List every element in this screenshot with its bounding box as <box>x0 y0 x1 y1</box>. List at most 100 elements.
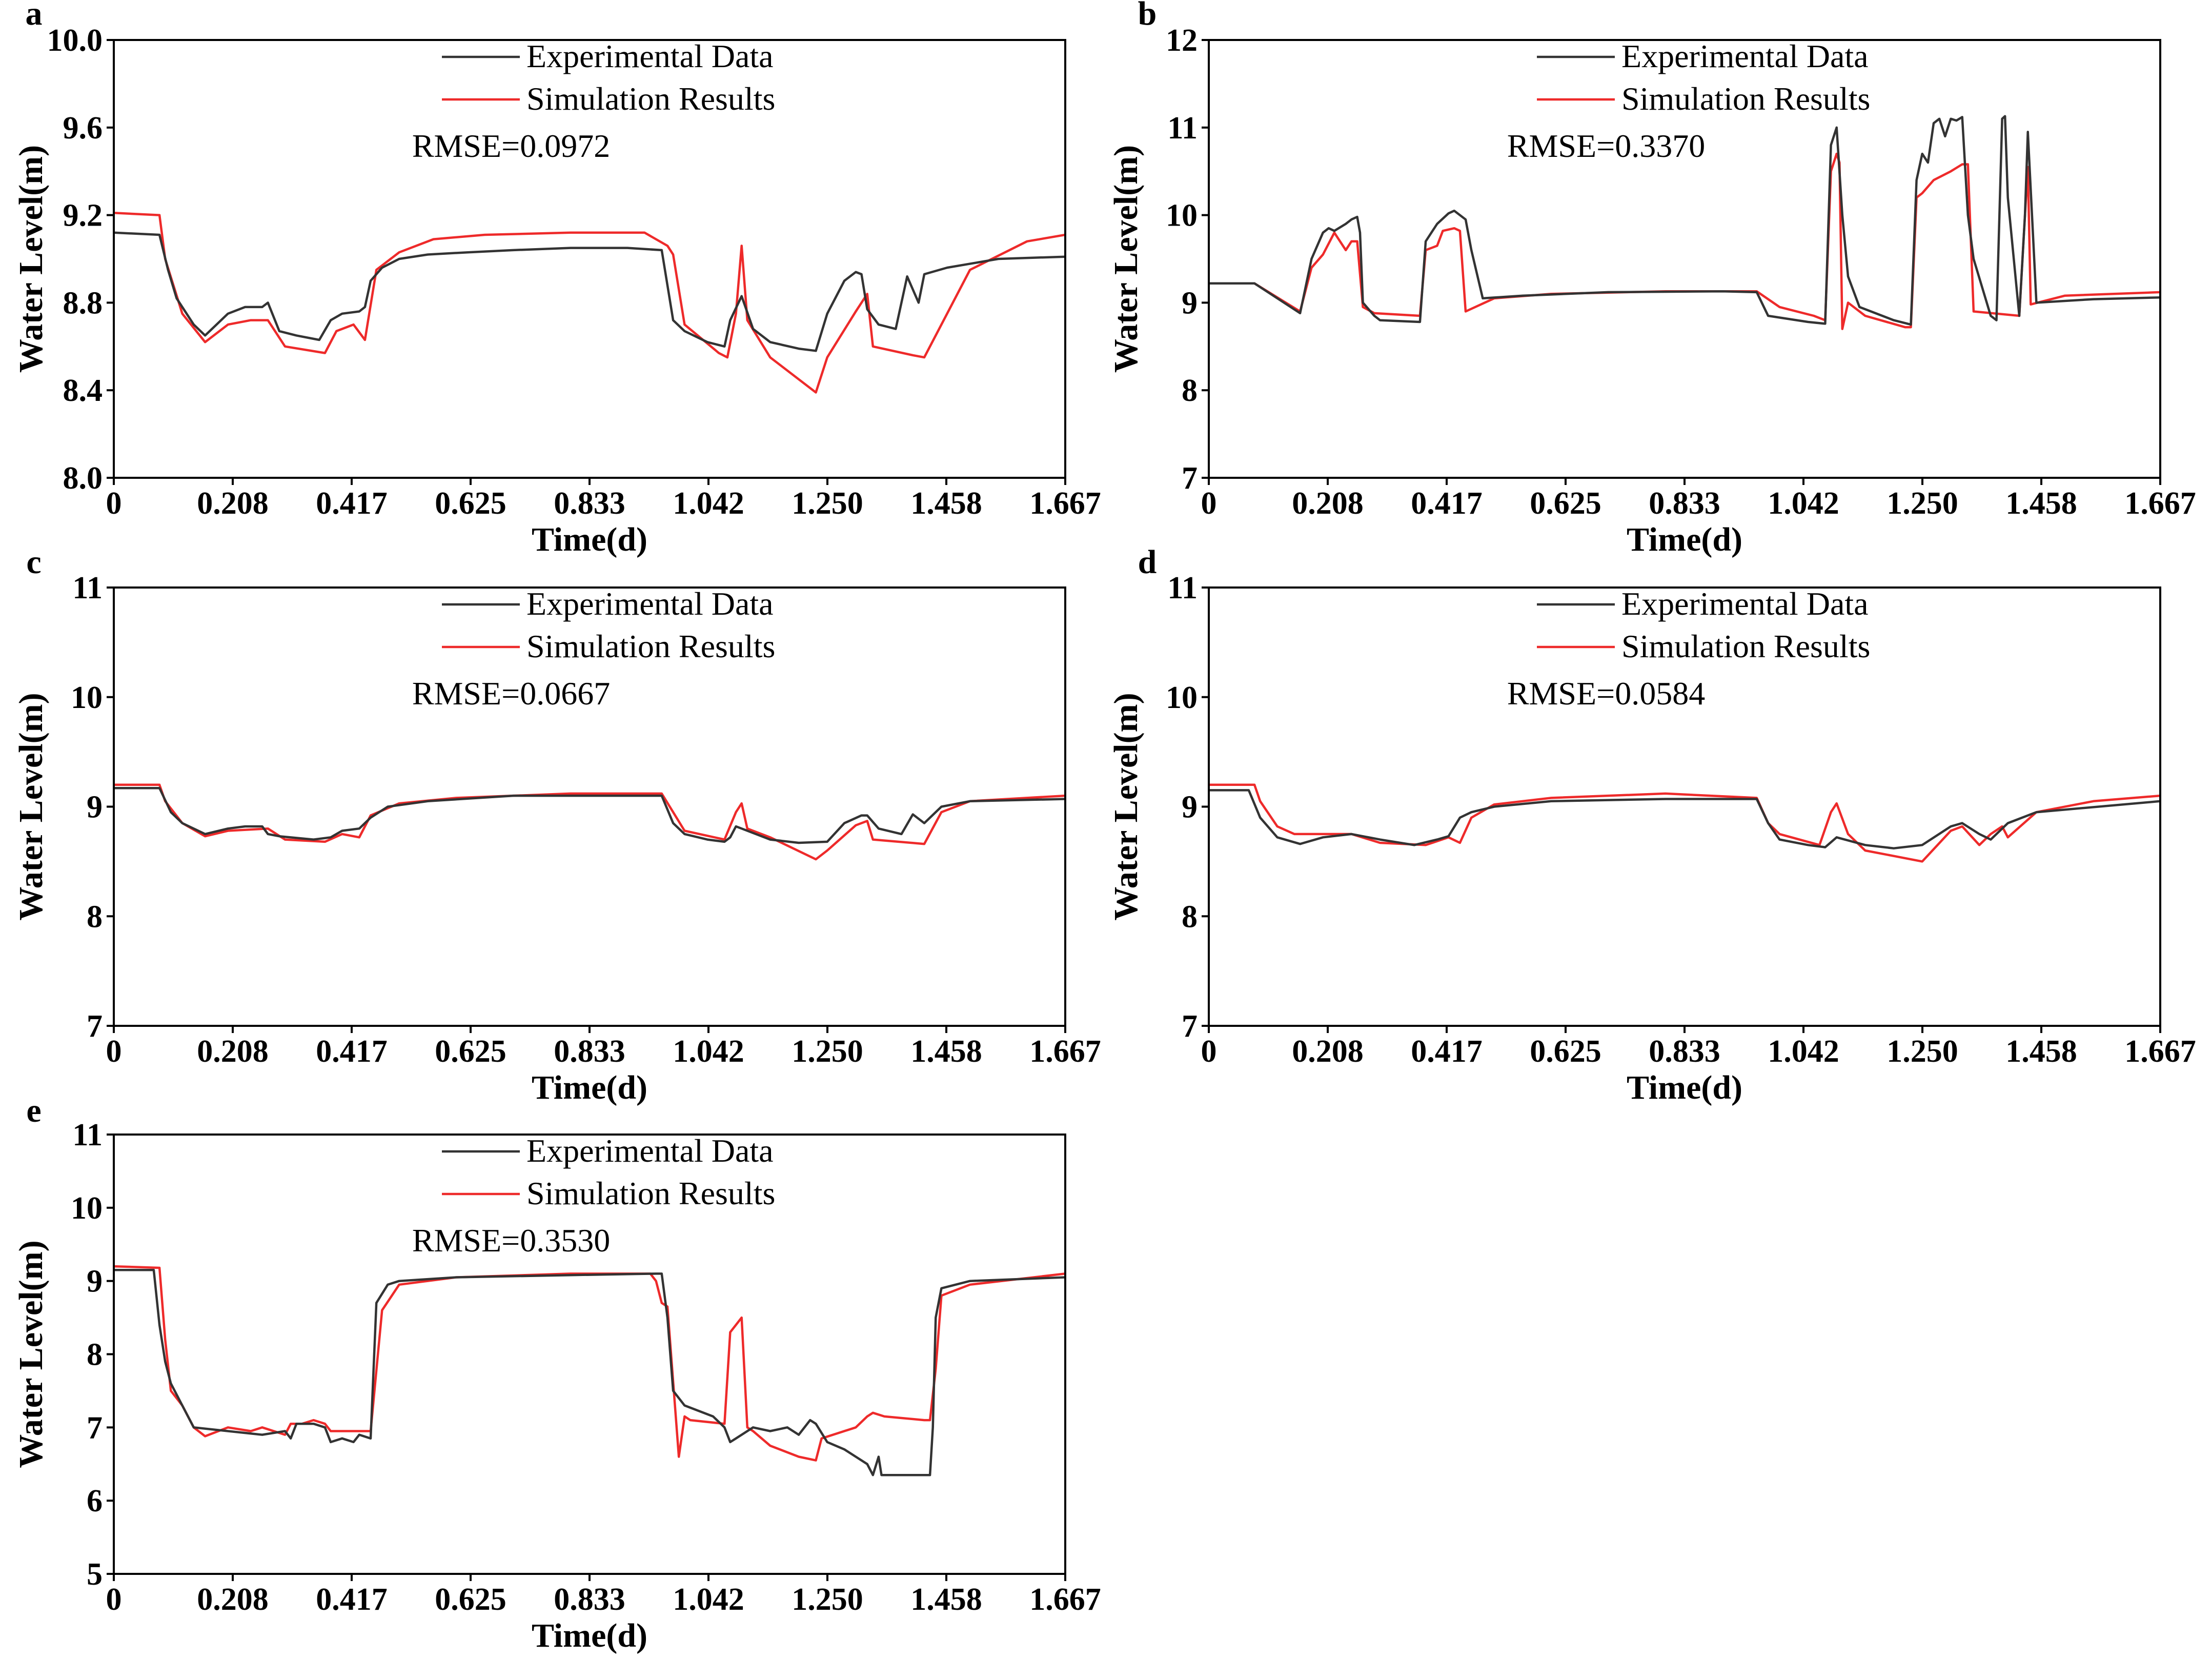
x-tick-label: 1.250 <box>792 486 863 521</box>
x-tick-label: 1.250 <box>1887 1034 1958 1069</box>
x-tick-label: 0.833 <box>554 486 625 521</box>
plot-frame <box>113 586 1066 1027</box>
legend-label: Simulation Results <box>526 628 775 664</box>
y-tick-label: 6 <box>87 1484 103 1519</box>
x-tick-label: 1.042 <box>673 1582 744 1617</box>
rmse-annotation: RMSE=0.0667 <box>412 675 610 712</box>
chart-panel-c: c 0 0.208 0.417 0.625 0.833 1.042 1.250 1.458 1.6… <box>12 543 1101 1106</box>
legend-label: Experimental Data <box>526 38 774 74</box>
panel-letter: d <box>1138 543 1157 581</box>
x-axis-title: Time(d) <box>1627 1069 1742 1106</box>
plot-frame <box>113 39 1066 479</box>
x-axis-title: Time(d) <box>532 1617 647 1654</box>
x-tick-label: 1.458 <box>2005 1034 2077 1069</box>
x-tick-label: 0.833 <box>554 1582 625 1617</box>
x-tick-label: 1.042 <box>673 1034 744 1069</box>
y-tick-label: 9 <box>87 1264 103 1299</box>
series-line-simulation <box>114 212 1065 394</box>
x-axis-title: Time(d) <box>1627 521 1742 558</box>
legend-label: Simulation Results <box>526 1175 775 1211</box>
x-tick-label: 0.208 <box>197 1034 269 1069</box>
chart-panel-e: e 0 0.208 0.417 0.625 0.833 1.042 1.250 1.458 1.6… <box>12 1092 1101 1654</box>
x-tick-label: 0.208 <box>197 486 269 521</box>
y-tick-label: 8 <box>87 899 103 934</box>
y-axis-title: Water Level(m) <box>12 693 50 920</box>
y-tick-label: 9 <box>87 790 103 825</box>
x-tick-label: 1.458 <box>910 1582 982 1617</box>
y-axis-title: Water Level(m) <box>12 1240 50 1468</box>
x-tick-label: 1.458 <box>910 1034 982 1069</box>
x-tick-label: 0 <box>1201 486 1217 521</box>
y-tick-label: 9 <box>1182 286 1198 320</box>
x-tick-label: 0.208 <box>197 1582 269 1617</box>
y-tick-label: 8.8 <box>63 286 103 320</box>
legend-label: Experimental Data <box>1621 585 1869 622</box>
series-line-experimental <box>114 1268 1065 1476</box>
x-tick-label: 1.667 <box>1029 1034 1101 1069</box>
y-tick-label: 8.0 <box>63 461 103 496</box>
x-tick-label: 1.042 <box>673 486 744 521</box>
y-tick-label: 11 <box>72 571 103 605</box>
x-axis-title: Time(d) <box>532 1069 647 1106</box>
x-tick-label: 0.625 <box>1530 1034 1601 1069</box>
x-tick-label: 1.042 <box>1768 1034 1839 1069</box>
x-tick-label: 1.667 <box>2124 486 2196 521</box>
rmse-annotation: RMSE=0.3530 <box>412 1222 610 1259</box>
panel-letter: e <box>26 1092 41 1129</box>
y-tick-label: 10 <box>1166 680 1198 715</box>
x-tick-label: 1.042 <box>1768 486 1839 521</box>
x-tick-label: 0.417 <box>1411 1034 1483 1069</box>
x-tick-label: 1.250 <box>1887 486 1958 521</box>
chart-panel-d: d 0 0.208 0.417 0.625 0.833 1.042 1.250 1.458 1.6… <box>1107 543 2196 1106</box>
y-tick-label: 9.6 <box>63 111 103 146</box>
rmse-annotation: RMSE=0.3370 <box>1507 128 1705 164</box>
x-tick-label: 0.625 <box>435 1034 506 1069</box>
x-tick-label: 0.833 <box>1649 1034 1720 1069</box>
plot-frame <box>113 1134 1066 1575</box>
y-tick-label: 7 <box>1182 461 1198 496</box>
series-line-experimental <box>1209 789 2160 849</box>
series-line-experimental <box>114 786 1065 844</box>
y-tick-label: 11 <box>1167 571 1198 605</box>
x-tick-label: 0 <box>106 486 122 521</box>
panel-letter: c <box>26 543 41 581</box>
x-tick-label: 0.833 <box>554 1034 625 1069</box>
y-tick-label: 8 <box>1182 373 1198 408</box>
panel-letter: a <box>26 0 43 32</box>
x-tick-label: 0.625 <box>1530 486 1601 521</box>
series-line-simulation <box>114 1265 1065 1462</box>
legend-label: Experimental Data <box>526 1132 774 1169</box>
x-tick-label: 0.417 <box>1411 486 1483 521</box>
x-tick-label: 1.250 <box>792 1582 863 1617</box>
chart-panel-a: a 0 0.208 0.417 0.625 0.833 1.042 1.250 1.458 1.6… <box>12 0 1101 558</box>
series-line-simulation <box>114 783 1065 861</box>
y-tick-label: 7 <box>87 1410 103 1445</box>
y-tick-label: 10 <box>71 680 103 715</box>
legend-label: Experimental Data <box>1621 38 1869 74</box>
plot-frame <box>1208 39 2161 479</box>
x-tick-label: 0.208 <box>1292 486 1364 521</box>
panel-letter: b <box>1138 0 1157 32</box>
x-tick-label: 0 <box>106 1582 122 1617</box>
y-axis-title: Water Level(m) <box>12 145 50 373</box>
chart-panel-b: b 0 0.208 0.417 0.625 0.833 1.042 1.250 1.458 1.6… <box>1107 0 2196 558</box>
y-tick-label: 8 <box>1182 899 1198 934</box>
y-tick-label: 11 <box>1167 111 1198 146</box>
y-tick-label: 8.4 <box>63 373 103 408</box>
legend-label: Simulation Results <box>526 80 775 117</box>
plot-frame <box>1208 586 2161 1027</box>
x-tick-label: 0.833 <box>1649 486 1720 521</box>
legend-label: Experimental Data <box>526 585 774 622</box>
x-tick-label: 1.667 <box>1029 486 1101 521</box>
rmse-annotation: RMSE=0.0584 <box>1507 675 1705 712</box>
x-tick-label: 1.458 <box>910 486 982 521</box>
x-tick-label: 0.625 <box>435 1582 506 1617</box>
y-tick-label: 11 <box>72 1118 103 1152</box>
y-tick-label: 10 <box>1166 198 1198 233</box>
x-tick-label: 0.417 <box>316 1582 388 1617</box>
y-tick-label: 9.2 <box>63 198 103 233</box>
x-tick-label: 0.417 <box>316 486 388 521</box>
y-tick-label: 7 <box>1182 1009 1198 1044</box>
x-tick-label: 0.208 <box>1292 1034 1364 1069</box>
rmse-annotation: RMSE=0.0972 <box>412 128 610 164</box>
